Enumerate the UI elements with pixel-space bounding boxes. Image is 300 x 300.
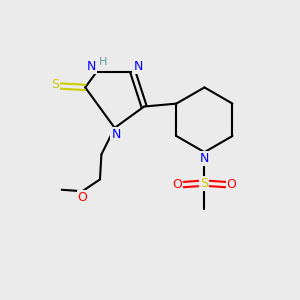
Text: S: S [51, 78, 59, 91]
Text: O: O [78, 190, 88, 204]
Text: O: O [172, 178, 182, 191]
Text: N: N [86, 60, 96, 73]
Text: N: N [134, 60, 143, 73]
Text: N: N [112, 128, 121, 141]
Text: N: N [200, 152, 209, 165]
Text: O: O [226, 178, 236, 191]
Text: S: S [200, 177, 208, 190]
Text: H: H [99, 57, 107, 67]
